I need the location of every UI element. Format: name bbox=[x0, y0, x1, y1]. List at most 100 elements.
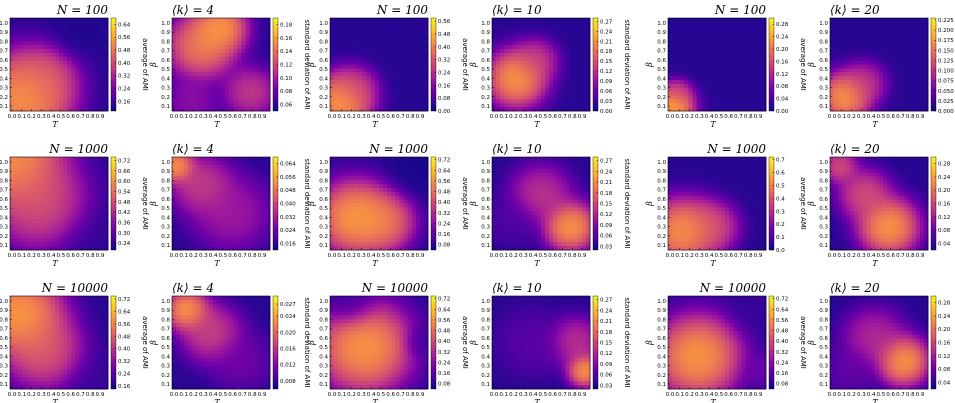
heatmap-cell bbox=[237, 180, 242, 185]
heatmap-cell bbox=[741, 72, 746, 77]
heatmap-cell bbox=[229, 25, 234, 31]
heatmap-cell bbox=[79, 37, 84, 42]
heatmap-cell bbox=[419, 60, 425, 65]
heatmap-cell bbox=[395, 37, 400, 42]
heatmap-cell bbox=[870, 80, 876, 85]
heatmap-cell bbox=[50, 230, 56, 235]
heatmap-cell bbox=[14, 29, 19, 34]
heatmap-cell bbox=[30, 80, 35, 85]
heatmap-cell bbox=[176, 29, 181, 34]
heatmap-cell bbox=[249, 99, 255, 104]
heatmap-cell bbox=[692, 41, 697, 46]
heatmap-cell bbox=[180, 76, 185, 81]
heatmap-cell bbox=[903, 37, 908, 42]
heatmap-cell bbox=[919, 83, 925, 89]
heatmap-cell bbox=[26, 230, 31, 235]
heatmap-cell bbox=[891, 64, 896, 69]
heatmap-cell bbox=[59, 56, 64, 62]
heatmap-cell bbox=[241, 246, 246, 251]
heatmap-cell bbox=[99, 157, 105, 162]
heatmap-cell bbox=[50, 33, 56, 38]
heatmap-cell bbox=[196, 103, 201, 108]
heatmap-cell bbox=[712, 60, 718, 65]
heatmap-cell bbox=[30, 33, 35, 38]
colorbar-tick-label: 0.40 bbox=[438, 45, 451, 51]
heatmap-cell bbox=[374, 25, 380, 31]
heatmap-cell bbox=[221, 68, 226, 73]
heatmap-cell bbox=[753, 37, 759, 42]
heatmap-cell bbox=[71, 230, 76, 235]
heatmap-cell bbox=[725, 80, 730, 85]
heatmap-cell bbox=[541, 95, 546, 100]
heatmap-cell bbox=[883, 52, 888, 58]
heatmap-cell bbox=[419, 103, 425, 108]
x-axis-label: T bbox=[872, 120, 878, 129]
heatmap-cell bbox=[907, 83, 913, 89]
heatmap-cell bbox=[14, 95, 19, 100]
heatmap-cell bbox=[18, 37, 23, 42]
heatmap-cell bbox=[237, 176, 242, 181]
y-tick-label: 0.4 bbox=[0, 76, 8, 82]
heatmap-cell bbox=[830, 18, 835, 23]
heatmap-cell bbox=[370, 45, 376, 50]
heatmap-cell bbox=[200, 41, 206, 46]
heatmap-cell bbox=[887, 80, 892, 85]
heatmap-cell bbox=[245, 215, 250, 220]
heatmap-cell bbox=[233, 21, 238, 27]
heatmap-cell bbox=[63, 199, 68, 204]
heatmap-cell bbox=[745, 103, 751, 108]
heatmap-cell bbox=[346, 72, 351, 77]
heatmap-cell bbox=[561, 56, 566, 62]
heatmap-cell bbox=[387, 99, 392, 104]
heatmap-cell bbox=[46, 230, 52, 235]
heatmap-cell bbox=[753, 52, 759, 58]
y-tick-label: 0.7 bbox=[819, 49, 828, 55]
heatmap-cell bbox=[532, 45, 538, 50]
heatmap-cell bbox=[188, 203, 193, 208]
heatmap-cell bbox=[237, 222, 242, 228]
heatmap-cell bbox=[696, 76, 702, 81]
heatmap-cell bbox=[387, 33, 392, 38]
heatmap-cell bbox=[196, 60, 201, 65]
heatmap-cell bbox=[229, 188, 234, 193]
heatmap-cell bbox=[46, 91, 52, 96]
heatmap-cell bbox=[354, 41, 359, 46]
heatmap-cell bbox=[10, 242, 15, 247]
heatmap-cell bbox=[729, 87, 734, 93]
heatmap-cell bbox=[14, 64, 19, 69]
heatmap-cell bbox=[704, 56, 710, 62]
heatmap-cell bbox=[50, 99, 56, 104]
heatmap-cell bbox=[192, 41, 197, 46]
heatmap-cell bbox=[225, 184, 230, 189]
heatmap-cell bbox=[196, 29, 201, 34]
heatmap-cell bbox=[680, 60, 685, 65]
heatmap-cell bbox=[216, 160, 222, 166]
heatmap-cell bbox=[54, 64, 60, 69]
heatmap-cell bbox=[500, 72, 505, 77]
heatmap-cell bbox=[67, 33, 72, 38]
heatmap-cell bbox=[229, 226, 234, 232]
heatmap-cell bbox=[870, 25, 876, 31]
heatmap-cell bbox=[180, 52, 185, 58]
heatmap-cell bbox=[504, 91, 509, 96]
heatmap-cell bbox=[508, 68, 513, 73]
heatmap-cell bbox=[103, 21, 109, 27]
heatmap-cell bbox=[712, 29, 718, 34]
heatmap-cell bbox=[249, 52, 255, 58]
colorbar-tick-label: 0.60 bbox=[118, 179, 131, 185]
heatmap-cell bbox=[75, 234, 80, 239]
heatmap-cell bbox=[216, 195, 222, 201]
heatmap-cell bbox=[850, 52, 855, 58]
heatmap-cell bbox=[63, 72, 68, 77]
heatmap-cell bbox=[14, 87, 19, 93]
heatmap-cell bbox=[261, 68, 267, 73]
heatmap-cell bbox=[696, 107, 702, 112]
heatmap-cell bbox=[34, 18, 39, 23]
heatmap-cell bbox=[676, 18, 681, 23]
heatmap-cell bbox=[569, 29, 575, 34]
heatmap-cell bbox=[700, 60, 706, 65]
heatmap-cell bbox=[492, 80, 497, 85]
heatmap-cell bbox=[229, 176, 234, 181]
heatmap-cell bbox=[834, 29, 839, 34]
heatmap-cell bbox=[708, 45, 714, 50]
